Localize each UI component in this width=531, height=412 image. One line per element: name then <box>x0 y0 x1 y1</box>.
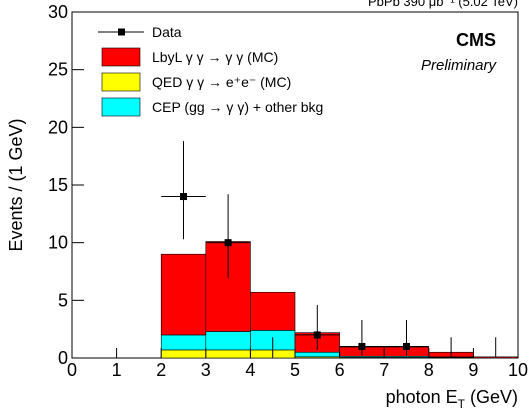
legend-swatch <box>101 47 141 67</box>
y-tick-label: 0 <box>58 348 68 368</box>
header: PbPb 390 μb⁻¹ (5.02 TeV) <box>368 0 518 9</box>
x-label-main: photon E <box>386 387 458 407</box>
data-point <box>224 239 232 247</box>
y-tick-label: 5 <box>58 290 68 310</box>
y-tick-label: 25 <box>48 60 68 80</box>
histogram-bar <box>160 334 207 351</box>
data-point <box>358 342 366 350</box>
experiment: CMS <box>456 30 496 50</box>
legend-swatch <box>101 97 141 117</box>
x-tick-label: 10 <box>508 360 528 380</box>
x-label-unit: (GeV) <box>465 387 518 407</box>
histogram-bar <box>205 349 251 359</box>
histogram-bar <box>205 331 251 351</box>
legend-label: CEP (gg → γ γ) + other bkg <box>152 99 323 115</box>
histogram-bar <box>160 253 207 336</box>
y-tick-label: 10 <box>48 233 68 253</box>
y-axis-label: Events / (1 GeV) <box>6 118 26 251</box>
status: Preliminary <box>421 57 498 74</box>
y-tick-label: 30 <box>48 2 68 22</box>
legend-marker <box>118 28 125 36</box>
x-tick-label: 7 <box>379 360 389 380</box>
x-tick-label: 2 <box>156 360 166 380</box>
legend-label: LbyL γ γ → γ γ (MC) <box>152 49 278 65</box>
x-tick-label: 0 <box>67 360 77 380</box>
legend-label: Data <box>152 24 182 40</box>
x-tick-label: 8 <box>424 360 434 380</box>
x-tick-label: 5 <box>290 360 300 380</box>
y-tick-label: 15 <box>48 175 68 195</box>
histogram-bar <box>160 349 207 359</box>
legend-swatch <box>101 72 141 92</box>
x-tick-label: 1 <box>112 360 122 380</box>
x-tick-label: 6 <box>335 360 345 380</box>
x-tick-label: 3 <box>201 360 211 380</box>
legend-label: QED γ γ → e⁺e⁻ (MC) <box>152 74 291 90</box>
y-tick-label: 20 <box>48 117 68 137</box>
data-point <box>180 193 187 201</box>
data-point <box>403 342 410 350</box>
x-tick-label: 9 <box>468 360 478 380</box>
histogram-bar <box>294 351 340 358</box>
x-tick-label: 4 <box>245 360 255 380</box>
x-label-sub: T <box>458 397 466 411</box>
data-point <box>313 331 321 339</box>
x-axis-label: photon ET (GeV) <box>386 387 518 411</box>
histogram-bar <box>250 291 296 331</box>
